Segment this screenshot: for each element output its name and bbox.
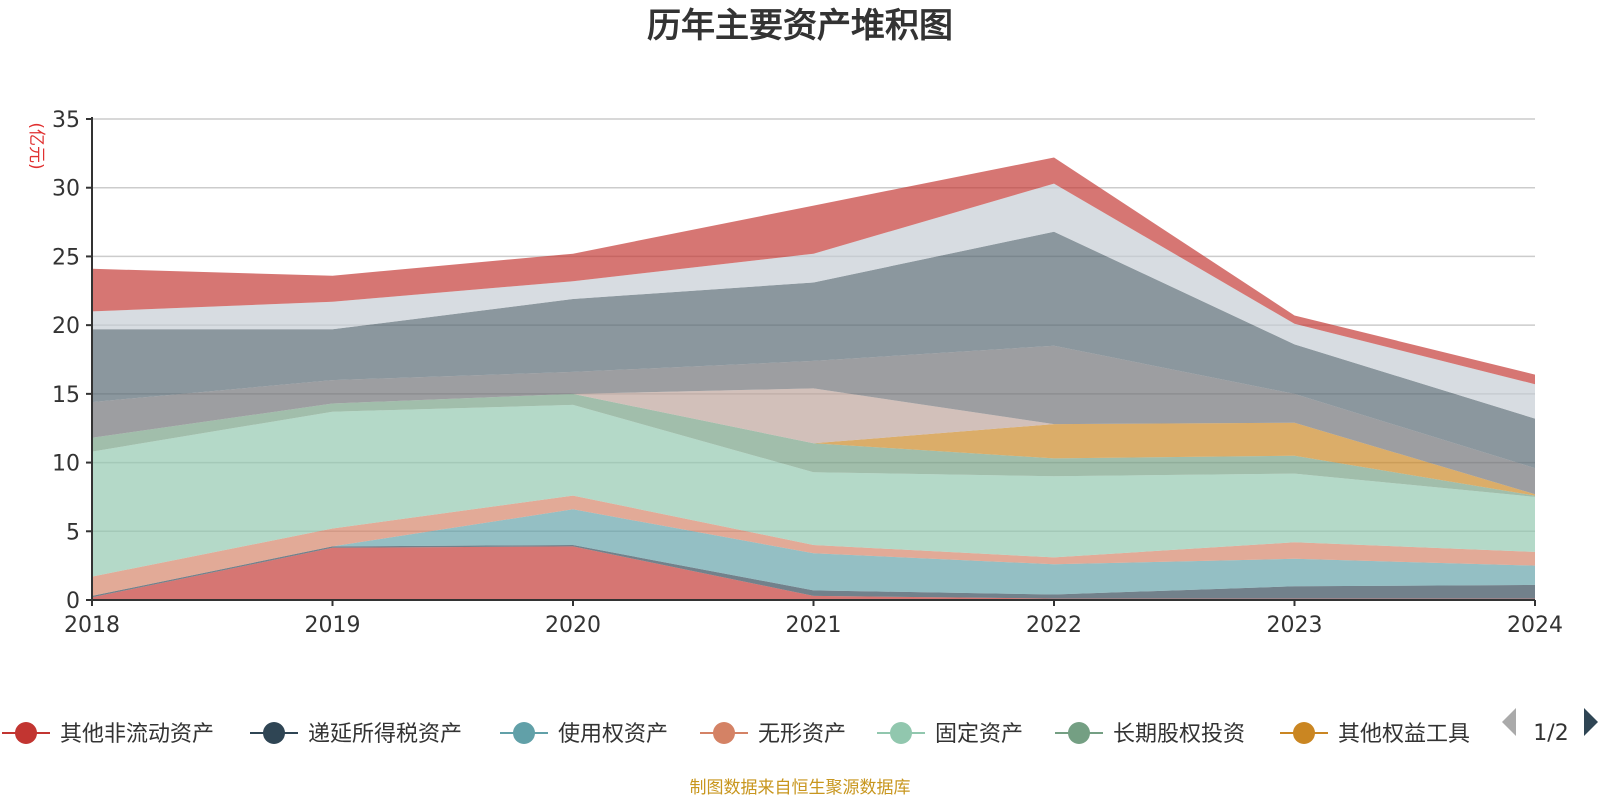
area-series-8[interactable]	[92, 345, 1535, 495]
area-series-2[interactable]	[92, 509, 1535, 596]
legend-marker-icon	[15, 722, 37, 744]
legend-marker-icon	[1068, 722, 1090, 744]
area-series-9[interactable]	[92, 231, 1535, 469]
x-tick-label: 2020	[545, 613, 601, 638]
y-tick-label: 15	[52, 383, 80, 408]
legend-marker-icon	[263, 722, 285, 744]
legend-marker-icon	[890, 722, 912, 744]
legend-label: 无形资产	[758, 722, 846, 747]
chart-title: 历年主要资产堆积图	[647, 6, 953, 46]
axes: 0 5 10 15 20 25 30 35 2018 2019 2020 2021 2022 2023 20…	[52, 108, 1563, 638]
area-series-5[interactable]	[92, 393, 1535, 497]
area-series-1[interactable]	[92, 545, 1535, 599]
legend-pager[interactable]: 1/2	[1502, 708, 1598, 746]
y-tick-label: 35	[52, 108, 80, 133]
area-series-4[interactable]	[92, 404, 1535, 577]
legend-label: 其他非流动资产	[60, 722, 214, 747]
area-series-6[interactable]	[92, 393, 1535, 496]
y-tick-label: 0	[66, 589, 80, 614]
legend-prev-icon[interactable]	[1502, 708, 1516, 736]
source-note: 制图数据来自恒生聚源数据库	[690, 778, 911, 798]
legend-item-5[interactable]: 长期股权投资	[1055, 722, 1245, 747]
y-tick-label: 10	[52, 452, 80, 477]
area-series[interactable]	[92, 157, 1535, 601]
legend-label: 其他权益工具	[1338, 722, 1470, 747]
y-tick-label: 30	[52, 177, 80, 202]
legend-marker-icon	[513, 722, 535, 744]
y-axis-unit: (亿元)	[26, 122, 46, 169]
x-tick-label: 2023	[1267, 613, 1323, 638]
y-tick-label: 20	[52, 314, 80, 339]
legend-item-2[interactable]: 使用权资产	[500, 722, 668, 747]
area-series-3[interactable]	[92, 495, 1535, 596]
y-tick-label: 25	[52, 245, 80, 270]
x-tick-label: 2022	[1026, 613, 1082, 638]
legend-marker-icon	[713, 722, 735, 744]
x-tick-label: 2021	[786, 613, 842, 638]
x-tick-label: 2018	[64, 613, 120, 638]
legend-item-6[interactable]: 其他权益工具	[1280, 722, 1470, 747]
legend-page-indicator: 1/2	[1533, 721, 1568, 746]
legend[interactable]: 其他非流动资产 递延所得税资产 使用权资产 无形资产 固定资产 长期股权投资 其他权益工具	[2, 722, 1470, 747]
legend-label: 使用权资产	[558, 722, 668, 747]
legend-label: 长期股权投资	[1113, 722, 1245, 747]
x-tick-label: 2019	[305, 613, 361, 638]
legend-next-icon[interactable]	[1584, 708, 1598, 736]
legend-item-0[interactable]: 其他非流动资产	[2, 722, 214, 747]
legend-marker-icon	[1293, 722, 1315, 744]
legend-item-3[interactable]: 无形资产	[700, 722, 846, 747]
legend-label: 递延所得税资产	[308, 722, 462, 747]
area-series-10[interactable]	[92, 183, 1535, 419]
legend-item-4[interactable]: 固定资产	[877, 722, 1023, 747]
legend-item-1[interactable]: 递延所得税资产	[250, 722, 462, 747]
area-series-0[interactable]	[92, 546, 1535, 600]
x-tick-label: 2024	[1507, 613, 1563, 638]
legend-label: 固定资产	[935, 722, 1023, 747]
y-tick-label: 5	[66, 520, 80, 545]
area-series-7[interactable]	[92, 388, 1535, 495]
